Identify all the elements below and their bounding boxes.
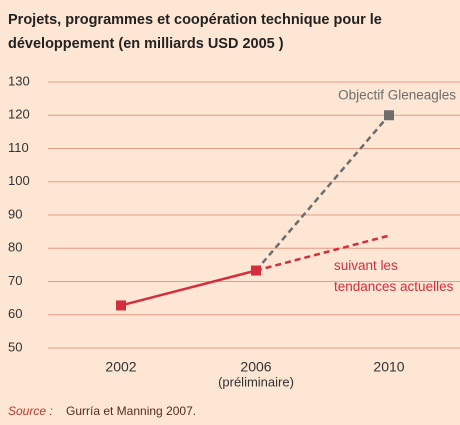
marker	[384, 110, 394, 121]
y-tick-label: 120	[8, 107, 30, 122]
source-label: Source :	[8, 404, 53, 418]
y-tick-label: 50	[8, 339, 22, 354]
chart-title: développement (en milliards USD 2005 )	[8, 36, 284, 52]
line	[255, 114, 390, 272]
marker	[116, 300, 126, 311]
source-text: Gurría et Manning 2007.	[66, 404, 196, 418]
chart-title: Projets, programmes et coopération techn…	[8, 12, 382, 28]
y-tick-label: 130	[8, 73, 30, 88]
series-label: Objectif Gleneagles	[338, 88, 456, 103]
y-tick-label: 110	[8, 140, 29, 155]
marker	[251, 265, 261, 276]
line	[120, 269, 257, 307]
x-tick-label: 2002	[105, 359, 136, 375]
x-tick-label: 2006	[240, 359, 271, 375]
y-tick-label: 90	[8, 206, 22, 221]
y-tick-label: 80	[8, 240, 22, 255]
x-tick-label: 2010	[373, 359, 404, 375]
y-tick-label: 70	[8, 273, 22, 288]
line	[255, 234, 390, 272]
y-tick-label: 100	[8, 173, 30, 188]
x-tick-sublabel: (préliminaire)	[218, 374, 294, 389]
series-label: suivant les tendances actuelles	[334, 258, 454, 294]
y-tick-label: 60	[8, 306, 22, 321]
